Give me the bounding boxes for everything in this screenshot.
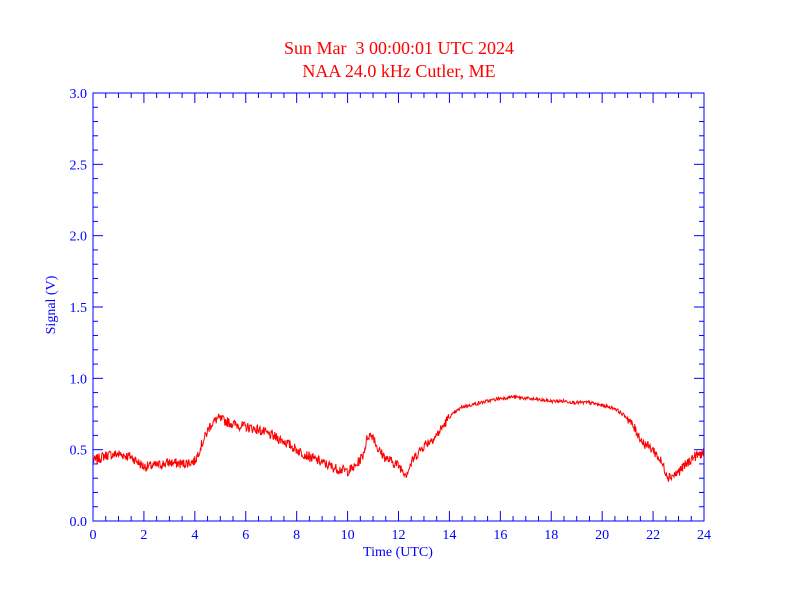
x-axis-label: Time (UTC)	[363, 545, 433, 560]
y-tick-label: 1.0	[70, 372, 88, 387]
x-tick-label: 6	[242, 528, 249, 543]
x-tick-label: 0	[90, 528, 97, 543]
x-tick-label: 14	[442, 528, 456, 543]
x-tick-label: 16	[493, 528, 507, 543]
x-tick-label: 12	[392, 528, 406, 543]
x-tick-label: 24	[697, 528, 711, 543]
y-axis-label: Signal (V)	[44, 275, 59, 334]
x-tick-label: 2	[140, 528, 147, 543]
y-tick-label: 3.0	[70, 87, 88, 102]
signal-series-line	[92, 393, 705, 482]
x-tick-label: 20	[595, 528, 609, 543]
y-tick-label: 2.0	[70, 230, 88, 245]
y-tick-label: 0.0	[70, 515, 88, 530]
x-tick-label: 10	[341, 528, 355, 543]
x-tick-label: 22	[646, 528, 660, 543]
chart-title: Sun Mar 3 00:00:01 UTC 2024	[284, 38, 514, 58]
x-tick-label: 4	[191, 528, 198, 543]
x-tick-labels: 0 2 4 6 8 10 12 14 16 18 20 22 24	[90, 528, 712, 543]
y-tick-labels: 0.0 0.5 1.0 1.5 2.0 2.5 3.0	[70, 87, 88, 530]
y-tick-label: 0.5	[70, 444, 88, 459]
y-tick-label: 1.5	[70, 301, 88, 316]
x-tick-label: 18	[544, 528, 558, 543]
plot-frame	[92, 92, 705, 522]
x-tick-label: 8	[293, 528, 300, 543]
tick-marks	[92, 92, 705, 522]
y-tick-label: 2.5	[70, 158, 88, 173]
chart-subtitle: NAA 24.0 kHz Cutler, ME	[302, 61, 495, 81]
